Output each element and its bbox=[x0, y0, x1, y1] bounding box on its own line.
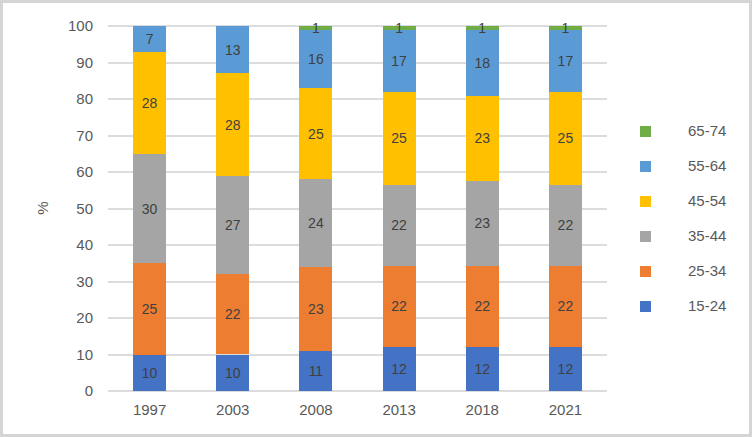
bar-value-label: 1 bbox=[462, 19, 503, 37]
gridline-10 bbox=[108, 354, 607, 356]
y-tick-label: 70 bbox=[41, 127, 93, 145]
bar-value-label: 22 bbox=[379, 216, 420, 234]
y-tick-label: 100 bbox=[41, 17, 93, 35]
legend-label-15-24: 15-24 bbox=[688, 297, 726, 315]
gridline-50 bbox=[108, 208, 607, 210]
legend-label-35-44: 35-44 bbox=[688, 227, 726, 245]
x-category-label: 1997 bbox=[108, 401, 192, 419]
bar-value-label: 25 bbox=[129, 300, 170, 318]
y-tick-label: 20 bbox=[41, 309, 93, 327]
bar-value-label: 1 bbox=[295, 19, 336, 37]
x-category-label: 2008 bbox=[274, 401, 358, 419]
bar-value-label: 1 bbox=[545, 19, 586, 37]
legend-marker-35-44 bbox=[640, 231, 651, 242]
gridline-90 bbox=[108, 62, 607, 64]
bar-value-label: 28 bbox=[212, 116, 253, 134]
y-tick-label: 10 bbox=[41, 346, 93, 364]
bar-value-label: 23 bbox=[295, 300, 336, 318]
bar-value-label: 22 bbox=[212, 305, 253, 323]
bar-value-label: 22 bbox=[462, 297, 503, 315]
bar-value-label: 25 bbox=[379, 129, 420, 147]
y-tick-label: 0 bbox=[41, 382, 93, 400]
gridline-40 bbox=[108, 244, 607, 246]
bar-value-label: 23 bbox=[462, 129, 503, 147]
legend-label-25-34: 25-34 bbox=[688, 262, 726, 280]
bar-value-label: 16 bbox=[295, 50, 336, 68]
bar-value-label: 18 bbox=[462, 54, 503, 72]
bar-value-label: 17 bbox=[545, 52, 586, 70]
bar-value-label: 30 bbox=[129, 200, 170, 218]
bar-value-label: 25 bbox=[295, 125, 336, 143]
gridline-30 bbox=[108, 281, 607, 283]
gridline-80 bbox=[108, 98, 607, 100]
bar-value-label: 11 bbox=[295, 362, 336, 380]
x-category-label: 2018 bbox=[440, 401, 524, 419]
bar-value-label: 28 bbox=[129, 94, 170, 112]
legend-marker-15-24 bbox=[640, 301, 651, 312]
x-category-label: 2021 bbox=[523, 401, 607, 419]
gridline-100 bbox=[108, 25, 607, 27]
bar-value-label: 25 bbox=[545, 129, 586, 147]
bar-value-label: 1 bbox=[379, 19, 420, 37]
bar-value-label: 17 bbox=[379, 52, 420, 70]
x-category-label: 2003 bbox=[191, 401, 275, 419]
bar-value-label: 10 bbox=[212, 364, 253, 382]
legend-marker-55-64 bbox=[640, 161, 651, 172]
y-tick-label: 40 bbox=[41, 236, 93, 254]
bar-value-label: 12 bbox=[379, 360, 420, 378]
bar-value-label: 10 bbox=[129, 364, 170, 382]
y-tick-label: 50 bbox=[41, 200, 93, 218]
bar-value-label: 24 bbox=[295, 214, 336, 232]
gridline-70 bbox=[108, 135, 607, 137]
gridline-0 bbox=[108, 390, 607, 392]
legend-label-65-74: 65-74 bbox=[688, 122, 726, 140]
bar-value-label: 22 bbox=[545, 216, 586, 234]
gridline-60 bbox=[108, 171, 607, 173]
legend-marker-25-34 bbox=[640, 266, 651, 277]
bar-value-label: 23 bbox=[462, 214, 503, 232]
legend-label-45-54: 45-54 bbox=[688, 192, 726, 210]
bar-value-label: 7 bbox=[129, 30, 170, 48]
legend-marker-45-54 bbox=[640, 196, 651, 207]
y-tick-label: 60 bbox=[41, 163, 93, 181]
gridline-20 bbox=[108, 317, 607, 319]
x-category-label: 2013 bbox=[357, 401, 441, 419]
bar-value-label: 27 bbox=[212, 216, 253, 234]
stacked-bar-chart: % 0102030405060708090100 102530287102227… bbox=[0, 0, 752, 437]
bar-value-label: 12 bbox=[545, 360, 586, 378]
y-tick-label: 30 bbox=[41, 273, 93, 291]
bar-value-label: 12 bbox=[462, 360, 503, 378]
legend-marker-65-74 bbox=[640, 126, 651, 137]
bar-value-label: 22 bbox=[545, 297, 586, 315]
bar-value-label: 22 bbox=[379, 297, 420, 315]
bar-value-label: 13 bbox=[212, 41, 253, 59]
y-tick-label: 80 bbox=[41, 90, 93, 108]
y-tick-label: 90 bbox=[41, 54, 93, 72]
legend-label-55-64: 55-64 bbox=[688, 157, 726, 175]
